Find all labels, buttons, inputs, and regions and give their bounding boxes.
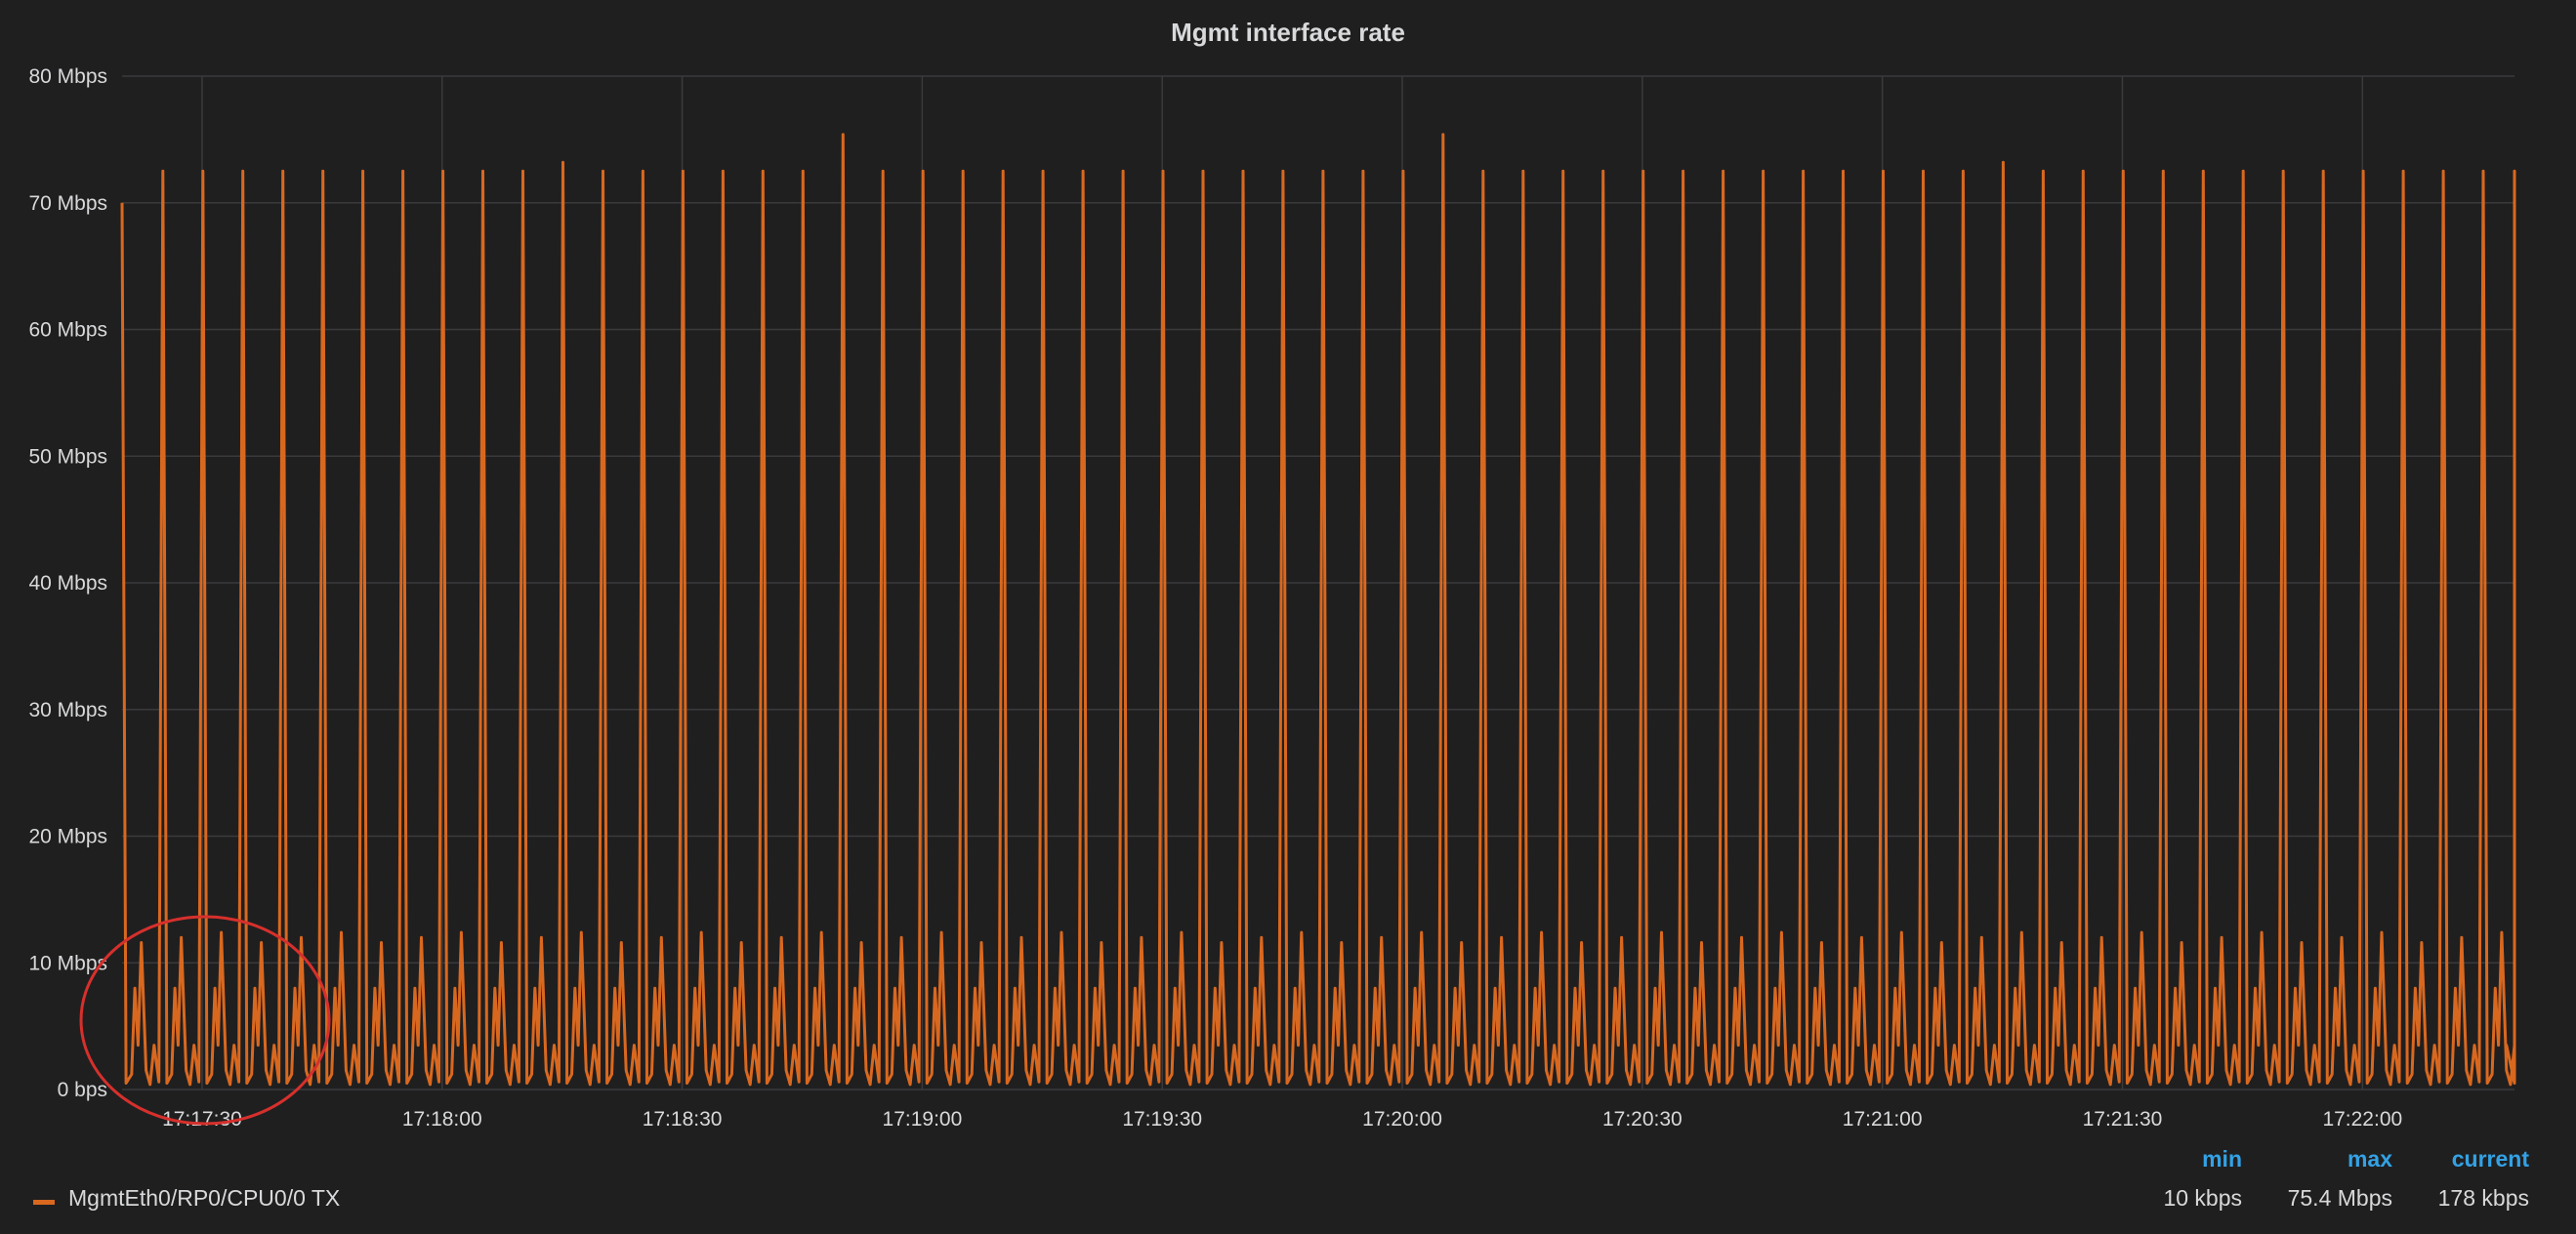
y-tick-label: 0 bps [58, 1079, 107, 1101]
y-tick-label: 10 Mbps [28, 952, 107, 974]
x-tick-label: 17:21:00 [1843, 1108, 1923, 1131]
legend-color-swatch [33, 1200, 55, 1205]
x-tick-label: 17:17:30 [162, 1108, 242, 1131]
legend-header-current[interactable]: current [2451, 1146, 2529, 1172]
legend-header-min[interactable]: min [2202, 1146, 2242, 1172]
y-tick-label: 50 Mbps [28, 445, 107, 468]
legend-value-min: 10 kbps [2163, 1185, 2242, 1211]
legend-value-current: 178 kbps [2437, 1185, 2529, 1211]
legend-series-name[interactable]: MgmtEth0/RP0/CPU0/0 TX [68, 1185, 341, 1211]
y-axis-ticks: 0 bps 10 Mbps 20 Mbps 30 Mbps 40 Mbps 50 Mbps… [28, 65, 107, 1101]
y-tick-label: 30 Mbps [28, 699, 107, 721]
x-tick-label: 17:19:30 [1122, 1108, 1202, 1131]
y-tick-label: 20 Mbps [28, 826, 107, 848]
legend-value-max: 75.4 Mbps [2287, 1185, 2392, 1211]
line-chart: 0 bps 10 Mbps 20 Mbps 30 Mbps 40 Mbps 50 Mbps… [28, 65, 2516, 1131]
y-tick-label: 70 Mbps [28, 192, 107, 215]
x-tick-label: 17:18:00 [402, 1108, 482, 1131]
x-tick-label: 17:22:00 [2322, 1108, 2402, 1131]
x-tick-label: 17:20:00 [1362, 1108, 1442, 1131]
x-axis-ticks: 17:17:30 17:18:00 17:18:30 17:19:00 17:19:30… [162, 1108, 2402, 1131]
x-tick-label: 17:20:30 [1602, 1108, 1683, 1131]
annotation-circle [79, 915, 331, 1126]
x-tick-label: 17:19:00 [883, 1108, 963, 1131]
x-tick-label: 17:21:30 [2083, 1108, 2163, 1131]
y-tick-label: 40 Mbps [28, 572, 107, 595]
legend-header-max[interactable]: max [2347, 1146, 2392, 1172]
panel-title: Mgmt interface rate [1171, 18, 1405, 47]
series-line-mgmteth0-tx[interactable] [120, 133, 2516, 1087]
y-tick-label: 80 Mbps [28, 65, 107, 88]
y-tick-label: 60 Mbps [28, 319, 107, 342]
legend-row[interactable]: MgmtEth0/RP0/CPU0/0 TX [0, 1181, 2576, 1220]
x-tick-label: 17:18:30 [643, 1108, 723, 1131]
